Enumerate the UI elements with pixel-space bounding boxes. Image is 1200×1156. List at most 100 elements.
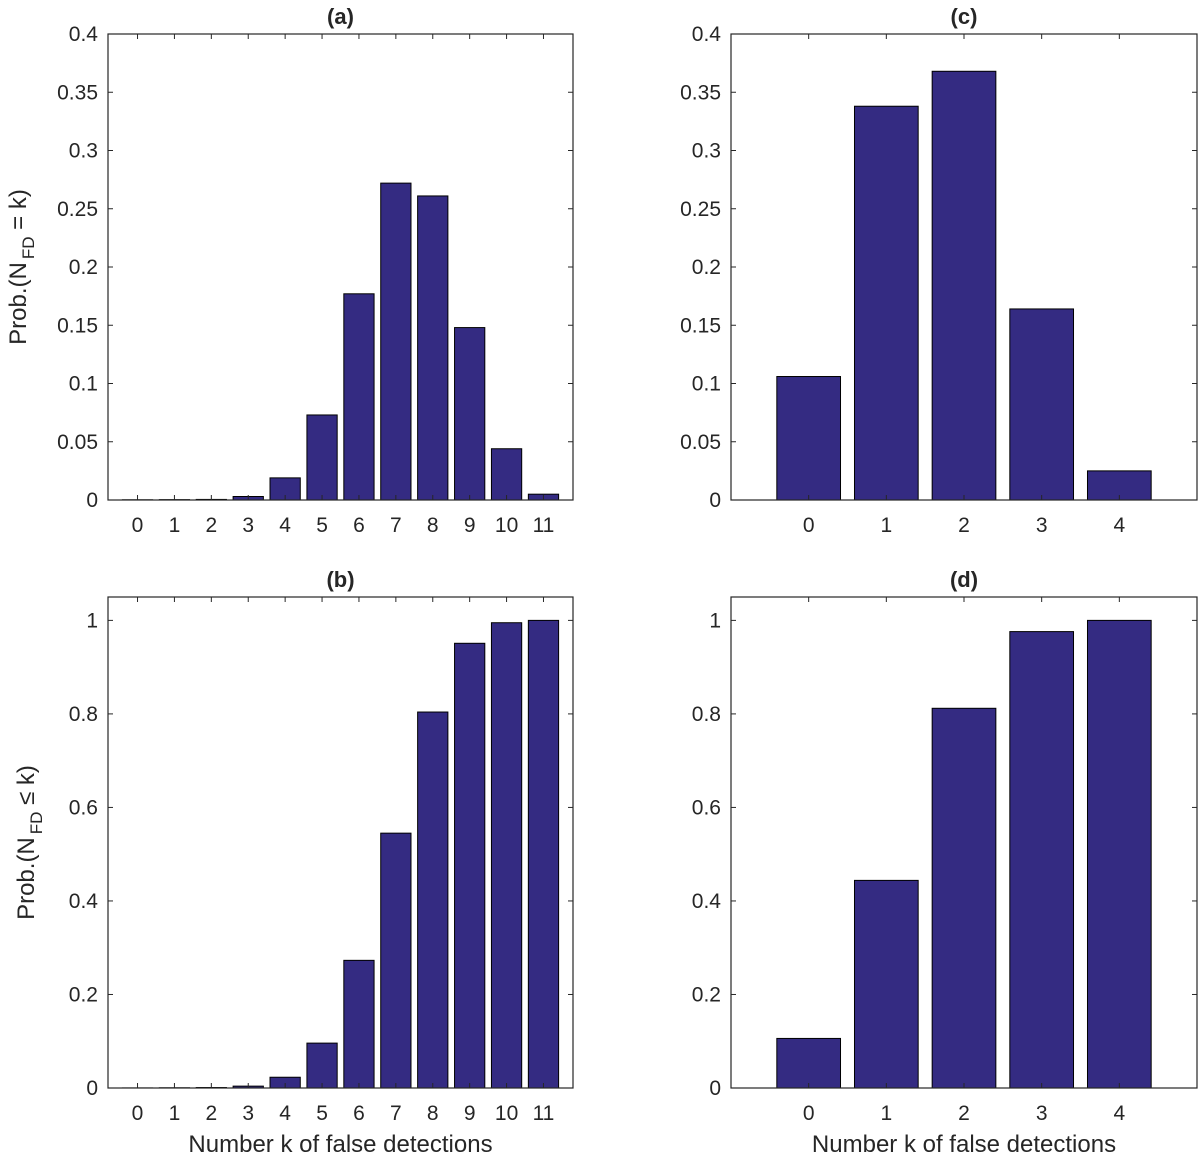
xtick-label-b: 2 — [205, 1102, 217, 1125]
ytick-label-d: 0.8 — [692, 703, 721, 726]
panel-b: 00.20.40.60.810 1 2 3 4 5 6 7 8 9 10 11(b)Number k … — [13, 567, 574, 1156]
xtick-label-a: 2 — [205, 514, 217, 537]
xtick-label-d: 0 — [803, 1102, 815, 1125]
y-axis-label-subscript: FD — [19, 236, 38, 259]
ytick-label-c: 0.4 — [692, 23, 722, 46]
ytick-label-c: 0.05 — [680, 431, 721, 454]
panel-d: 0 0.2 0.4 0.6 0.8 1 0 1 2 3 4 (d) Number k of false … — [692, 567, 1198, 1156]
ytick-label-b: 0.2 — [69, 983, 98, 1006]
panel-title-b: (b) — [326, 567, 354, 592]
xtick-label-d: 3 — [1036, 1102, 1048, 1125]
xtick-label-b: 4 — [279, 1102, 291, 1125]
bar-b-6 — [343, 959, 375, 1089]
x-axis-label-b: Number k of false detections — [188, 1131, 492, 1156]
bar-d-1 — [853, 879, 919, 1089]
bar-b-8 — [417, 711, 449, 1089]
xtick-label-c: 2 — [958, 514, 970, 537]
ytick-label-a: 0.05 — [57, 431, 98, 454]
xtick-label-a: 1 — [169, 514, 181, 537]
ytick-label-b: 0 — [86, 1077, 98, 1100]
y-axis-label-prefix: Prob.(N — [13, 837, 40, 920]
y-axis-label-b: Prob.(NFD ≤ k) — [13, 765, 46, 920]
xtick-label-d: 4 — [1113, 1102, 1125, 1125]
bar-c-1 — [853, 105, 919, 501]
bar-b-9 — [454, 642, 486, 1089]
xtick-label-a: 3 — [242, 514, 254, 537]
bar-b-11 — [527, 619, 560, 1089]
ytick-label-a: 0.15 — [57, 314, 98, 337]
ytick-label-d: 0.2 — [692, 983, 721, 1006]
xtick-label-a: 5 — [316, 514, 328, 537]
xtick-label-c: 3 — [1036, 514, 1048, 537]
bar-d-4 — [1086, 619, 1152, 1089]
bar-a-6 — [343, 293, 375, 501]
xtick-label-a: 7 — [390, 514, 402, 537]
ytick-label-c: 0.1 — [692, 373, 721, 396]
ytick-label-c: 0.15 — [680, 314, 721, 337]
y-axis-label-a: Prob.(N FD = k) — [5, 189, 38, 345]
ytick-label-a: 0.1 — [69, 373, 98, 396]
ytick-label-c: 0.2 — [692, 256, 721, 279]
xtick-label-b: 6 — [353, 1102, 365, 1125]
xtick-label-c: 0 — [803, 514, 815, 537]
ytick-label-a: 0.35 — [57, 81, 98, 104]
ytick-label-c: 0 — [709, 489, 721, 512]
y-axis-label-suffix: ≤ k) — [13, 765, 40, 812]
ytick-label-d: 1 — [709, 609, 721, 632]
bar-a-10 — [490, 448, 523, 501]
axes-frame-a — [107, 33, 574, 501]
bar-c-0 — [776, 376, 842, 501]
ytick-label-d: 0.4 — [692, 890, 722, 913]
ytick-label-a: 0 — [86, 489, 98, 512]
panel-title-a: (a) — [327, 4, 354, 29]
xtick-label-a: 8 — [427, 514, 439, 537]
ytick-label-c: 0.35 — [680, 81, 721, 104]
xtick-label-b: 3 — [242, 1102, 254, 1125]
xtick-label-a: 11 — [533, 514, 555, 537]
y-axis-label-prefix: Prob.(N — [5, 262, 32, 345]
bar-a-5 — [306, 414, 338, 501]
panel-title-c: (c) — [951, 4, 978, 29]
panel-a: 00.050.10.150.20.250.30.350.40 1 2 3 4 5 6 7 8 9 1… — [5, 4, 574, 537]
bar-a-9 — [454, 327, 486, 501]
bar-c-3 — [1009, 308, 1075, 501]
xtick-label-a: 10 — [495, 514, 518, 537]
ytick-label-b: 1 — [86, 609, 98, 632]
ytick-label-a: 0.2 — [69, 256, 98, 279]
bar-a-8 — [417, 195, 449, 501]
xtick-label-a: 9 — [464, 514, 476, 537]
x-axis-label-d: Number k of false detections — [812, 1131, 1116, 1156]
ytick-label-c: 0.25 — [680, 198, 721, 221]
bar-b-10 — [490, 622, 523, 1089]
xtick-label-b: 0 — [132, 1102, 144, 1125]
y-axis-label-subscript: FD — [27, 812, 46, 835]
y-axis-label-suffix: = k) — [5, 189, 32, 236]
bar-d-2 — [931, 707, 997, 1089]
bar-b-7 — [380, 832, 412, 1089]
xtick-label-c: 4 — [1113, 514, 1125, 537]
ytick-label-b: 0.6 — [69, 796, 98, 819]
panel-c: 0 0.05 0.1 0.15 0.2 0.25 0.3 0.35 0.4 0 1 2 3 4 (c) — [680, 4, 1198, 537]
ytick-label-b: 0.8 — [69, 703, 98, 726]
xtick-label-b: 1 — [169, 1102, 181, 1125]
xtick-label-b: 10 — [495, 1102, 518, 1125]
xtick-label-a: 4 — [279, 514, 291, 537]
ytick-label-d: 0 — [709, 1077, 721, 1100]
ytick-label-c: 0.3 — [692, 140, 721, 163]
xtick-label-a: 0 — [132, 514, 144, 537]
bar-d-3 — [1009, 631, 1075, 1089]
ytick-label-a: 0.3 — [69, 140, 98, 163]
xtick-label-b: 11 — [533, 1102, 555, 1125]
xtick-label-c: 1 — [880, 514, 892, 537]
xtick-label-b: 9 — [464, 1102, 476, 1125]
ytick-label-d: 0.6 — [692, 796, 721, 819]
axes-frame-b — [107, 596, 574, 1089]
xtick-label-b: 7 — [390, 1102, 402, 1125]
bar-c-2 — [931, 70, 997, 501]
bar-b-5 — [306, 1042, 338, 1089]
bar-d-0 — [776, 1037, 842, 1089]
ytick-label-a: 0.25 — [57, 198, 98, 221]
xtick-label-b: 8 — [427, 1102, 439, 1125]
xtick-label-b: 5 — [316, 1102, 328, 1125]
